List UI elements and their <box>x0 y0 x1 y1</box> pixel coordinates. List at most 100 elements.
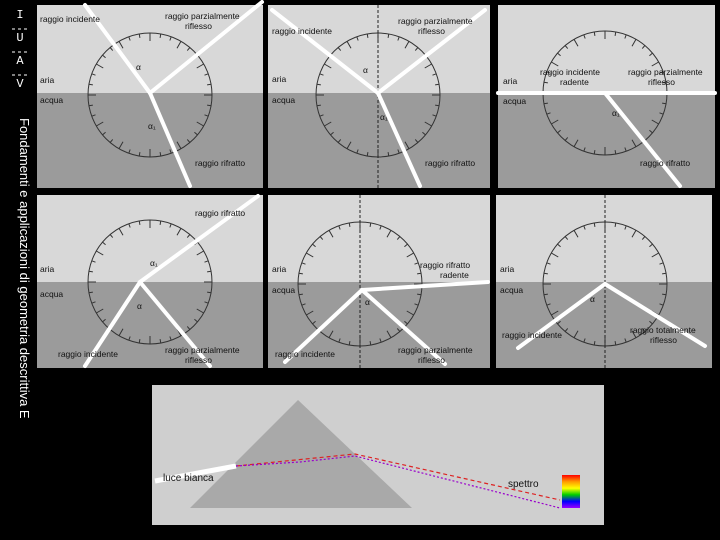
dial-tick <box>169 223 172 228</box>
ray <box>376 8 487 95</box>
dial-tick <box>102 241 106 246</box>
refraction-panel: raggio incidente raggio parzialmenterifle… <box>268 5 490 188</box>
panel-label: α <box>136 62 141 72</box>
dial-tick <box>379 338 382 343</box>
dial-tick <box>557 243 561 248</box>
panel-label: raggio rifratto <box>195 158 245 168</box>
dial-tick <box>337 139 342 143</box>
dial-tick <box>404 320 408 325</box>
dial-tick <box>176 141 182 149</box>
dial-tick <box>356 36 359 41</box>
dial-tick <box>404 243 408 248</box>
refraction-panel: raggio rifratto aria acqua raggio incidente… <box>37 194 263 368</box>
dial-tick <box>386 330 392 338</box>
dial-tick <box>118 141 124 149</box>
dial-tick <box>551 252 559 258</box>
dial-tick <box>387 152 390 157</box>
dial-tick <box>319 114 324 117</box>
air <box>268 5 490 93</box>
dial-tick <box>659 262 664 265</box>
refraction-panel: raggio incidente raggio parzialmenterifle… <box>37 0 264 188</box>
panel-label: α₁ <box>612 108 620 118</box>
dial-tick <box>631 230 637 238</box>
dial-tick <box>564 45 569 49</box>
dial-tick <box>369 222 372 227</box>
dial-tick <box>593 341 596 346</box>
panel-label: raggio parzialmente <box>165 345 240 355</box>
dial-tick <box>91 301 96 304</box>
dial-tick <box>435 83 440 86</box>
ray <box>83 3 152 95</box>
panel-label: riflesso <box>185 355 212 365</box>
panel-label: riflesso <box>650 335 677 345</box>
dial-tick <box>414 303 419 306</box>
dial-tick <box>379 225 382 230</box>
panel-label: raggio rifratto <box>425 158 475 168</box>
dial-tick <box>301 262 306 265</box>
panel-label: α₁ <box>150 258 158 268</box>
dial-tick <box>312 243 316 248</box>
dial-tick <box>366 33 369 38</box>
dial-tick <box>386 230 392 238</box>
panel-label: α <box>137 301 142 311</box>
dial-tick <box>406 310 414 316</box>
prism-output-label: spettro <box>508 479 539 490</box>
dial-tick <box>138 152 141 157</box>
dial-tick <box>169 149 172 154</box>
panel-label: α <box>363 65 368 75</box>
dial-tick <box>88 83 93 86</box>
dial-tick <box>659 303 664 306</box>
dial-tick <box>159 220 162 225</box>
panel-label: acqua <box>40 95 63 105</box>
dial-tick <box>564 236 569 240</box>
dial-tick <box>109 139 114 143</box>
panel-label: raggio parzialmente <box>165 11 240 21</box>
dial-tick <box>397 36 400 41</box>
dial-tick <box>417 293 422 296</box>
dial-tick <box>551 310 559 316</box>
ray <box>283 288 364 364</box>
dial-tick <box>88 291 93 294</box>
dial-tick <box>91 73 96 76</box>
dial-tick <box>641 328 646 332</box>
dial-tick <box>88 104 93 107</box>
panel-label: riflesso <box>185 21 212 31</box>
dial-tick <box>204 260 209 263</box>
dial-tick <box>649 52 653 57</box>
dial-tick <box>102 54 106 59</box>
dial-tick <box>543 272 548 275</box>
dial-tick <box>404 41 410 49</box>
dial-tick <box>651 119 659 125</box>
dial-tick <box>109 47 114 51</box>
dial-tick <box>641 236 646 240</box>
dial-tick <box>641 45 646 49</box>
red-ray <box>235 453 561 501</box>
dial-tick <box>91 260 96 263</box>
dial-tick <box>298 272 303 275</box>
dial-tick <box>593 150 596 155</box>
dial-tick <box>96 121 104 127</box>
panel-label: aria <box>500 264 514 274</box>
dial-tick <box>557 129 561 134</box>
dial-tick <box>207 291 212 294</box>
water <box>496 282 712 368</box>
panel-label: aria <box>272 74 286 84</box>
dial-tick <box>396 236 401 240</box>
panel-label: acqua <box>503 96 526 106</box>
dial-tick <box>159 339 162 344</box>
panel-label: raggio rifratto <box>420 260 470 270</box>
dial-tick <box>338 338 341 343</box>
refraction-panel: aria acqua raggio incidente raggio totalmen… <box>496 195 712 368</box>
dial-tick <box>551 119 559 125</box>
dial-tick <box>417 272 422 275</box>
dial-tick <box>546 112 551 115</box>
dial-tick <box>316 104 321 107</box>
dial-tick <box>207 270 212 273</box>
dial-tick <box>194 318 198 323</box>
dial-tick <box>207 83 212 86</box>
dial-tick <box>573 230 579 238</box>
dial-tick <box>366 152 369 157</box>
dial-tick <box>624 34 627 39</box>
dial-tick <box>546 303 551 306</box>
